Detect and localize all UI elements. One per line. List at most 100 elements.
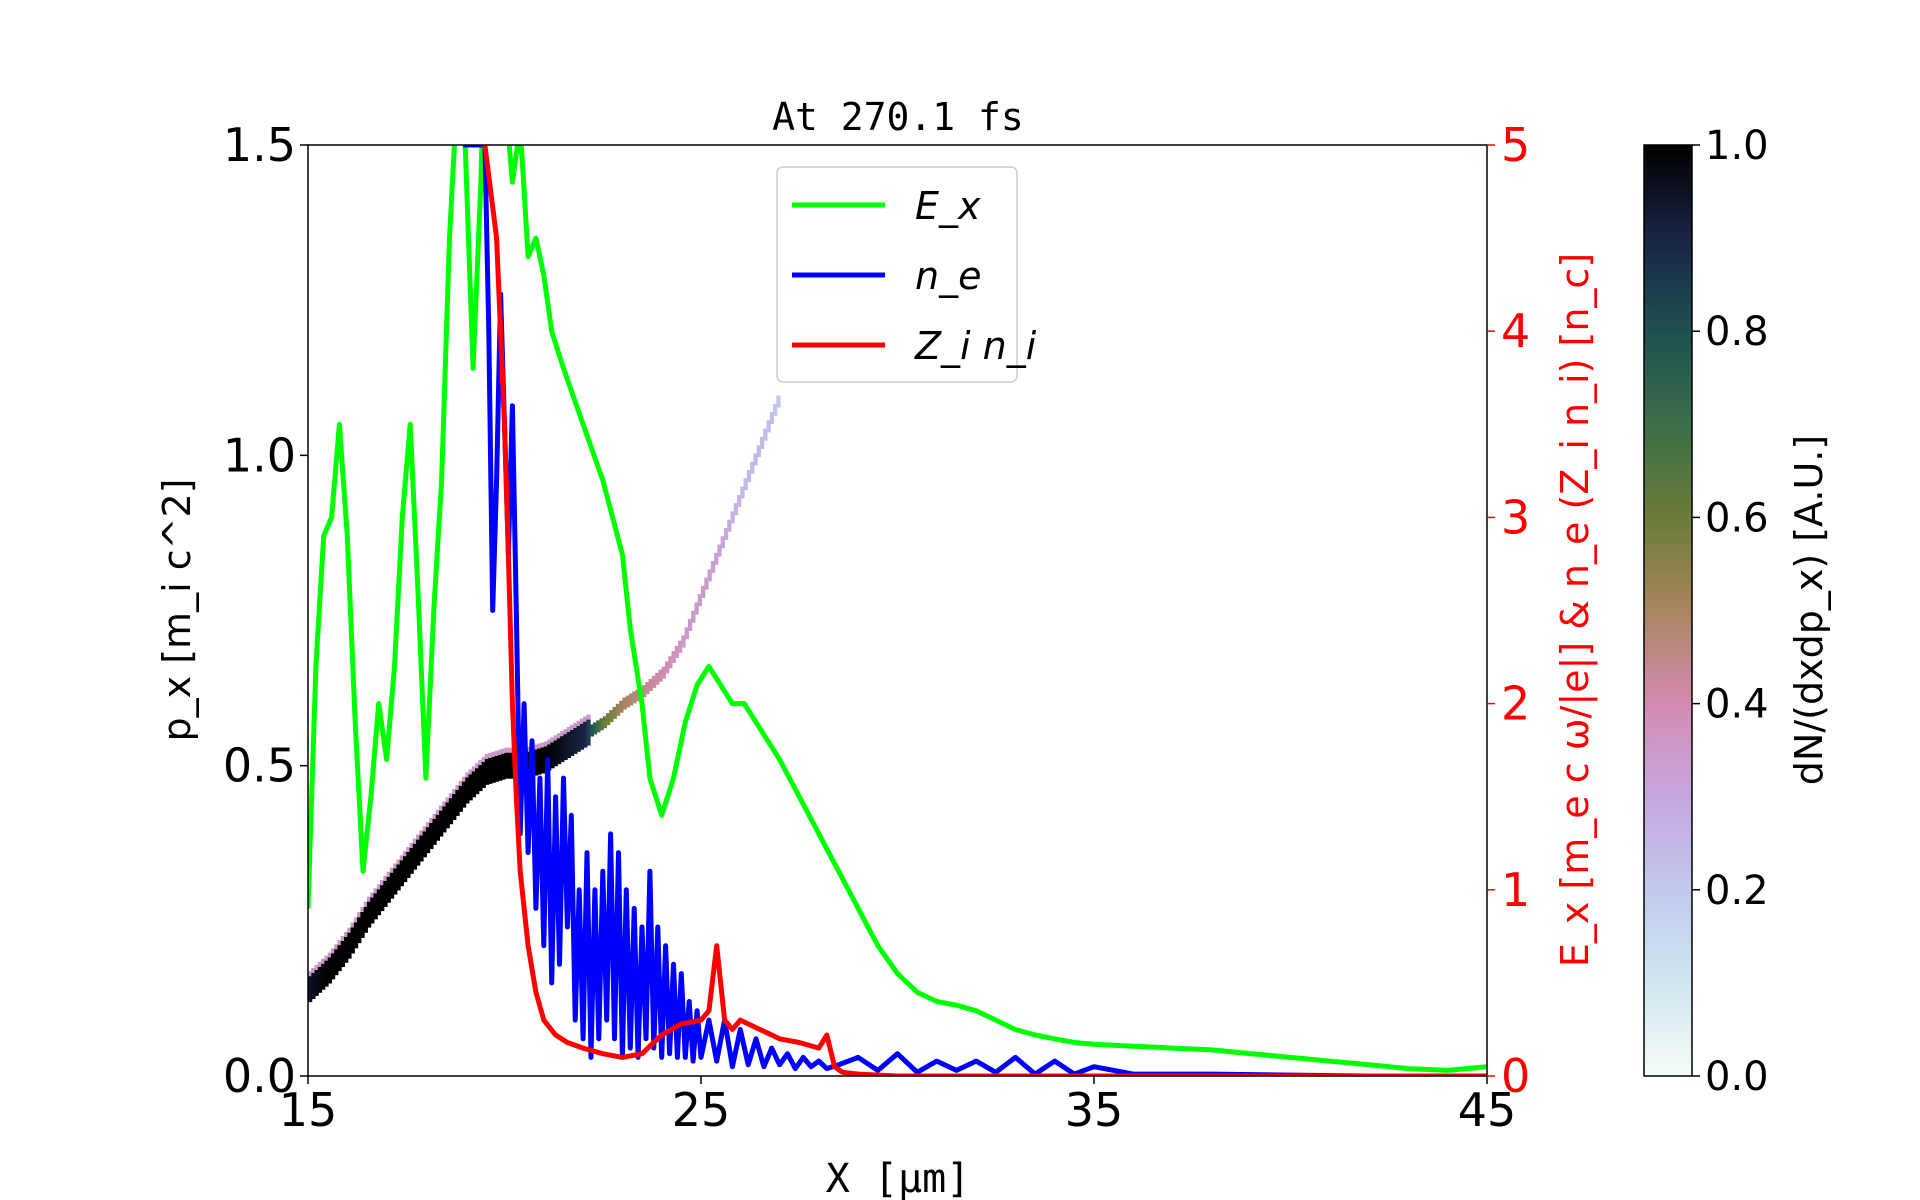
y-left-tick-label: 1.0 <box>223 428 296 482</box>
heatmap-cell <box>330 948 336 954</box>
legend-box <box>776 166 1018 383</box>
heatmap-cell <box>491 756 496 783</box>
heatmap-cell <box>586 714 591 720</box>
heatmap-cell <box>314 964 319 970</box>
heatmap-cell <box>422 826 427 832</box>
heatmap-cell <box>317 966 323 993</box>
y-right-tick-label: 2 <box>1501 677 1530 731</box>
heatmap-cell <box>435 814 440 841</box>
heatmap-cell <box>376 889 382 916</box>
heatmap-cell <box>560 731 565 737</box>
heatmap-cell <box>429 823 434 850</box>
heatmap-cell <box>540 742 545 748</box>
heatmap-cell <box>465 772 470 778</box>
heatmap-cell <box>615 703 621 716</box>
heatmap-cell <box>694 602 699 615</box>
heatmap-cell <box>589 724 594 737</box>
heatmap-cell <box>399 855 404 861</box>
y-right-tick-label: 5 <box>1501 118 1530 172</box>
heatmap-cell <box>547 739 552 745</box>
heatmap-cell <box>344 931 349 937</box>
heatmap-cell <box>592 722 598 735</box>
heatmap-cell <box>402 856 408 883</box>
heatmap-cell <box>366 896 372 902</box>
heatmap-cell <box>475 763 480 769</box>
heatmap-cell <box>481 756 486 762</box>
heatmap-cell <box>347 932 352 959</box>
heatmap-cell <box>376 884 382 890</box>
heatmap-cell <box>681 635 686 648</box>
heatmap-cell <box>769 412 775 425</box>
heatmap-cell <box>494 755 499 782</box>
heatmap-cell <box>504 752 509 779</box>
heatmap-cell <box>606 713 611 726</box>
heatmap-cell <box>737 494 742 507</box>
heatmap-cell <box>743 478 748 491</box>
heatmap-cell <box>678 640 683 653</box>
heatmap-cell <box>386 871 391 877</box>
heatmap-cell <box>409 842 414 848</box>
heatmap-cell <box>330 953 336 980</box>
heatmap-cell <box>553 740 558 767</box>
heatmap-cell <box>583 716 588 722</box>
heatmap-cell <box>583 721 588 748</box>
heatmap-cell <box>573 727 578 754</box>
heatmap-cell <box>560 736 565 763</box>
heatmap-cell <box>642 685 647 698</box>
heatmap-cell <box>671 651 676 664</box>
heatmap-cell <box>553 735 558 741</box>
heatmap-cell <box>314 969 319 996</box>
heatmap-cell <box>344 936 349 963</box>
heatmap-cell <box>357 912 362 918</box>
heatmap-cell <box>321 963 326 990</box>
colorbar-ticks: 0.0 0.2 0.4 0.6 0.8 1.0 <box>1692 123 1769 1100</box>
heatmap-cell <box>360 911 365 938</box>
heatmap-cell <box>471 771 477 798</box>
heatmap-cell <box>432 813 437 819</box>
series-line-e-x <box>308 145 1487 1073</box>
series-line-n-e <box>463 145 1487 1076</box>
heatmap-cell <box>311 973 316 1000</box>
y-right-tick-label: 4 <box>1501 304 1530 358</box>
heatmap-cell <box>478 765 483 792</box>
heatmap-cell <box>753 453 758 466</box>
heatmap-cell <box>350 927 355 954</box>
x-axis-ticks: 15 25 35 45 <box>279 1076 1516 1137</box>
x-tick-label: 15 <box>279 1083 338 1137</box>
heatmap-cell <box>759 436 765 449</box>
heatmap-cell <box>416 834 421 840</box>
heatmap-cell <box>720 536 725 549</box>
heatmap-cell <box>579 723 585 750</box>
heatmap-cell <box>380 880 385 886</box>
heatmap-cell <box>773 403 778 416</box>
heatmap-cell <box>393 868 398 895</box>
heatmap-cell <box>445 802 450 829</box>
heatmap-cell <box>419 835 424 862</box>
heatmap-cell <box>576 720 581 726</box>
y-left-tick-label: 1.5 <box>223 118 296 172</box>
heatmap-cell <box>334 949 339 976</box>
heatmap-cell <box>717 544 722 557</box>
legend-label: E_x <box>915 184 981 228</box>
heatmap-cell <box>360 906 365 912</box>
heatmap-cell <box>321 958 326 964</box>
heatmap-cell <box>733 503 739 516</box>
heatmap-cell <box>324 955 329 961</box>
heatmap-cell <box>484 753 490 759</box>
heatmap-cell <box>481 761 486 788</box>
heatmap-cell <box>658 669 663 682</box>
colorbar-tick-label: 0.6 <box>1705 495 1769 541</box>
colorbar-tick-label: 0.4 <box>1705 682 1769 728</box>
heatmap-cell <box>308 971 313 977</box>
heatmap-cell <box>475 768 480 795</box>
heatmap-cell <box>337 940 342 946</box>
heatmap-cell <box>373 893 378 920</box>
heatmap-cell <box>350 922 355 928</box>
heatmap-cell <box>645 682 650 695</box>
y-right-tick-label: 0 <box>1501 1049 1530 1103</box>
heatmap-cell <box>445 797 450 803</box>
heatmap-cell <box>353 917 359 923</box>
series-lines <box>308 145 1487 1076</box>
heatmap-cell <box>684 627 689 640</box>
heatmap-cell <box>727 519 732 532</box>
